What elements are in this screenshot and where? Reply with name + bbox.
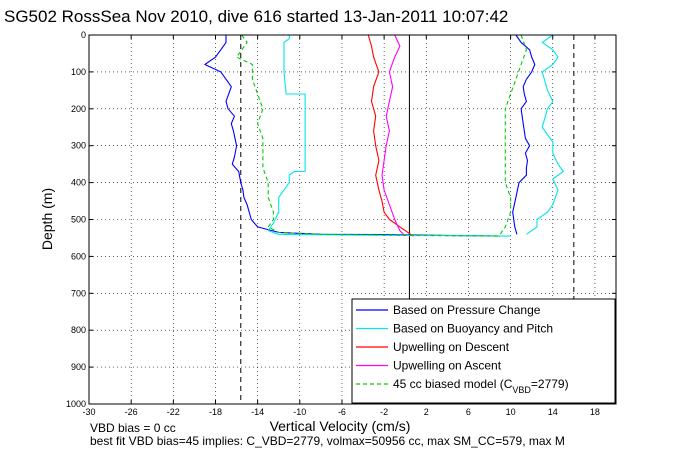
series-line-1 (526, 34, 564, 235)
y-tick-label: 700 (71, 288, 86, 298)
y-tick-label: 800 (71, 325, 86, 335)
legend: Based on Pressure Change Based on Buoyanc… (351, 298, 616, 404)
ticks: -30 -26 -22 -18 -14 -10 -6 -2 2 6 10 14 180100200300… (66, 30, 616, 417)
y-tick-label: 500 (71, 215, 86, 225)
x-tick-label: 14 (548, 407, 558, 417)
x-tick-label: -14 (251, 407, 264, 417)
y-tick-label: 1000 (66, 399, 86, 409)
vbd-bias-note: VBD bias = 0 cc (90, 421, 176, 435)
best-fit-note: best fit VBD bias=45 implies: C_VBD=2779… (90, 434, 565, 448)
x-tick-label: 10 (506, 407, 516, 417)
legend-label: Upwelling on Descent (393, 340, 510, 354)
x-tick-label: -30 (82, 407, 95, 417)
chart-title: SG502 RossSea Nov 2010, dive 616 started… (4, 7, 508, 26)
legend-label: Based on Buoyancy and Pitch (393, 322, 553, 336)
x-tick-label: -22 (167, 407, 180, 417)
series-line-2 (367, 34, 414, 237)
x-tick-label: -26 (125, 407, 138, 417)
y-tick-label: 400 (71, 178, 86, 188)
series-line-4 (499, 34, 527, 235)
legend-label: 45 cc biased model (CVBD=2779) (393, 377, 569, 395)
legend-box (351, 298, 616, 404)
y-tick-label: 300 (71, 141, 86, 151)
x-tick-label: -2 (380, 407, 388, 417)
y-tick-label: 200 (71, 104, 86, 114)
series-line-4 (236, 34, 501, 237)
x-axis-label: Vertical Velocity (cm/s) (270, 418, 411, 434)
y-tick-label: 0 (81, 30, 86, 40)
x-tick-label: 18 (590, 407, 600, 417)
series-line-3 (381, 34, 406, 237)
x-tick-label: -10 (293, 407, 306, 417)
grid (89, 35, 616, 404)
y-tick-label: 900 (71, 362, 86, 372)
y-tick-label: 600 (71, 251, 86, 261)
legend-label: Based on Pressure Change (393, 303, 541, 317)
legend-label: Upwelling on Ascent (393, 359, 502, 373)
x-tick-label: 6 (466, 407, 471, 417)
data-series (204, 34, 564, 237)
series-line-0 (204, 35, 501, 237)
x-tick-label: -18 (209, 407, 222, 417)
y-axis-label: Depth (m) (39, 188, 55, 250)
y-tick-label: 100 (71, 67, 86, 77)
x-tick-label: 2 (424, 407, 429, 417)
series-line-1 (267, 35, 511, 237)
x-tick-label: -6 (338, 407, 346, 417)
series-line-0 (512, 34, 536, 235)
